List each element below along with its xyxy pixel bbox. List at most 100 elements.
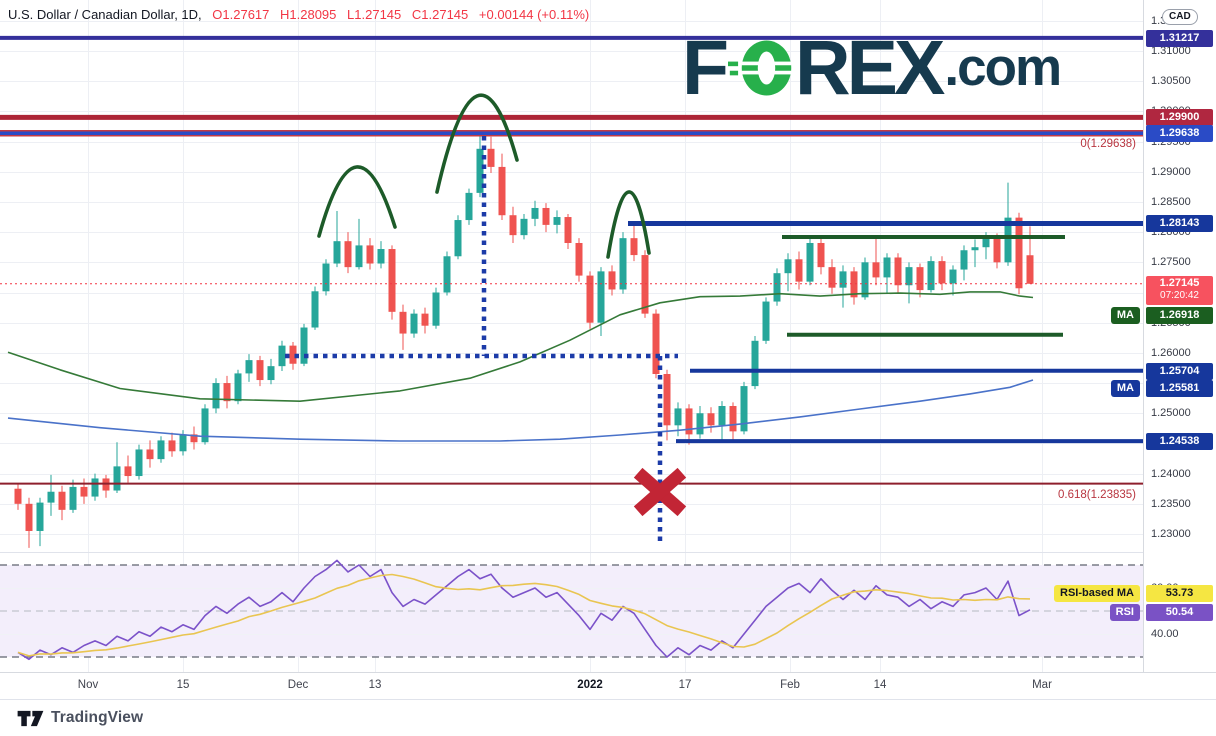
price-badge: 1.31217 [1146,29,1213,47]
ohlc-open: O1.27617 [212,7,270,22]
ma-label-pill: MA [1110,380,1140,398]
candle-body [113,466,121,491]
candle-body [91,478,99,497]
candle-body [333,241,341,264]
candle-body [894,257,902,286]
candle-body [14,488,22,504]
ohlc-high: H1.28095 [280,7,337,22]
forexcom-letter-f: F [682,25,729,111]
symbol-title[interactable]: U.S. Dollar / Canadian Dollar, 1D, [8,7,202,22]
candle-body [58,491,66,510]
price-badge: 1.25581 [1146,380,1213,398]
candle-body [168,440,176,452]
candle-body [267,366,275,381]
candle-body [47,491,55,503]
price-tick: 1.31000 [1151,45,1191,57]
price-axis[interactable]: CAD 1.315001.310001.305001.300001.295001… [1143,0,1216,700]
rsi-value-badge: 53.73 [1146,585,1213,602]
candle-body [542,207,550,225]
shoulder-arc [435,93,519,194]
candle-body [993,236,1001,263]
candle-body [157,440,165,460]
candle-body [883,257,891,278]
chart-plot-area[interactable] [0,0,1143,700]
candle-body [619,238,627,290]
price-tick: 1.23000 [1151,528,1191,540]
candle-body [652,313,660,375]
candle-body [938,261,946,284]
candle-body [850,271,858,298]
candle-body [663,374,671,426]
price-tick: 1.26000 [1151,346,1191,359]
tradingview-icon [17,710,44,726]
price-badge: 1.24538 [1146,433,1213,451]
candle-body [300,327,308,364]
candle-body [509,215,517,236]
candle-body [69,486,77,510]
candle-body [377,249,385,264]
price-badge: 1.25704 [1146,362,1213,380]
candle-body [487,148,495,167]
candle-body [861,262,869,298]
time-label: 15 [176,679,190,691]
candle-body [905,267,913,286]
price-tick: 1.28500 [1151,195,1191,208]
fib-level-label: 0(1.29638) [1080,138,1136,151]
candle-body [223,383,231,402]
candle-body [575,242,583,276]
candle-body [630,238,638,256]
candle-body [1015,217,1023,289]
rsi-value-badge: 50.54 [1146,604,1213,621]
candle-body [311,291,319,328]
candle-body [476,148,484,193]
tradingview-brand-text: TradingView [51,709,144,726]
forexcom-letter-e: E [846,25,898,111]
candle-body [399,311,407,334]
candle-body [685,408,693,435]
price-badge: 1.29638 [1146,125,1213,143]
candle-body [949,269,957,284]
ohlc-close: C1.27145 [411,7,469,22]
forexcom-letter-r: R [795,25,851,111]
candle-body [641,255,649,314]
candle-body [124,466,132,477]
shoulder-arc [606,190,651,259]
time-label: 13 [368,679,382,691]
candle-body [278,345,286,367]
candle-body [817,242,825,268]
candle-body [421,313,429,326]
forexcom-o-icon [728,40,792,96]
price-tick: 1.24000 [1151,467,1191,480]
candle-body [751,340,759,387]
price-tick: 1.23500 [1151,497,1191,510]
rsi-label-pill: RSI [1109,604,1140,621]
candle-body [498,166,506,216]
candle-body [586,275,594,323]
ma-blue-line [7,379,1034,442]
time-label: 14 [873,679,887,691]
candle-body [465,192,473,221]
price-tick: 1.30500 [1151,75,1191,88]
ma-label-pill: MA [1110,307,1140,325]
candle-body [718,406,726,426]
candle-body [608,271,616,290]
time-axis[interactable]: Nov 15 Dec 13 2022 17 Feb 14 Mar [0,672,1216,700]
candle-body [135,449,143,477]
candle-body [564,217,572,243]
time-label: 17 [678,679,692,691]
candle-body [80,486,88,497]
candle-body [388,249,396,312]
candle-body [245,360,253,374]
tradingview-logo-link[interactable]: TradingView [17,709,143,727]
countdown-timer: 07:20:42 [1160,289,1199,301]
candle-body [36,502,44,531]
price-tick: 1.25000 [1151,407,1191,420]
symbol-ohlc-bar: U.S. Dollar / Canadian Dollar, 1D, O1.27… [8,7,589,22]
forexcom-dotcom: .com [944,38,1062,97]
candle-body [696,413,704,435]
rsi-ma-line [17,573,1031,657]
candle-body [25,503,33,531]
ma-green-line [7,291,1034,402]
time-label: Mar [1032,679,1052,691]
